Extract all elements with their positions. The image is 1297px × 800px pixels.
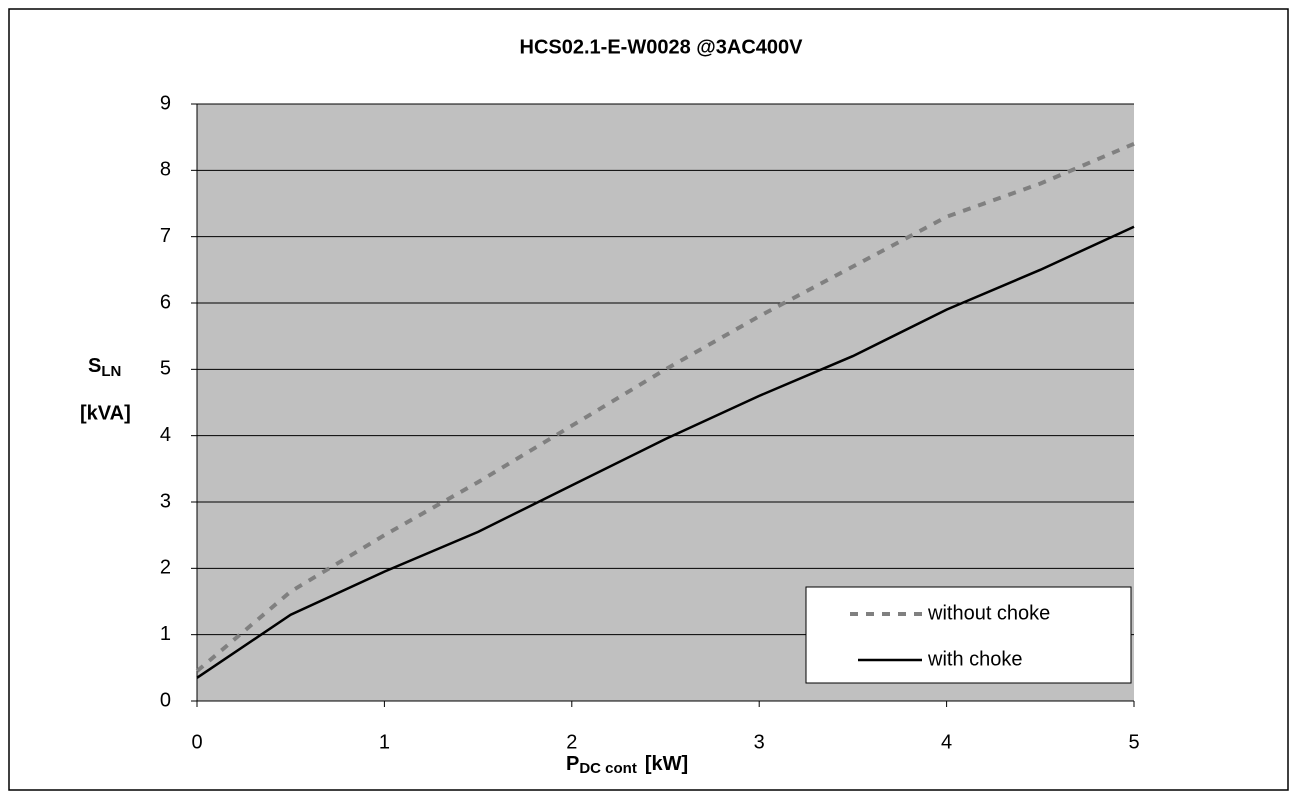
x-tick-label: 3 xyxy=(754,731,765,753)
legend-label: with choke xyxy=(927,648,1023,670)
x-tick-label: 4 xyxy=(941,731,952,753)
y-tick-label: 9 xyxy=(160,92,171,114)
y-tick-label: 2 xyxy=(160,557,171,579)
y-tick-label: 8 xyxy=(160,159,171,181)
y-tick-label: 4 xyxy=(160,424,171,446)
y-label-sub: LN xyxy=(101,363,121,380)
x-label-main: P xyxy=(566,753,579,775)
y-label-main: S xyxy=(88,355,101,377)
x-label-unit: [kW] xyxy=(645,753,688,775)
x-tick-label: 2 xyxy=(566,731,577,753)
y-label: SLN xyxy=(88,355,121,380)
legend xyxy=(805,586,1132,684)
legend-label: without choke xyxy=(927,602,1050,624)
y-tick-label: 1 xyxy=(160,623,171,645)
x-tick-label: 0 xyxy=(191,731,202,753)
chart-title: HCS02.1-E-W0028 @3AC400V xyxy=(520,36,804,58)
x-tick-label: 5 xyxy=(1128,731,1139,753)
series-line xyxy=(196,225,1135,679)
y-tick-label: 7 xyxy=(160,225,171,247)
x-label: PDC cont [kW] xyxy=(566,753,688,777)
series-line xyxy=(195,141,1135,673)
x-label-sub: DC cont xyxy=(579,760,637,777)
y-tick-label: 6 xyxy=(160,291,171,313)
y-label-unit: [kVA] xyxy=(80,402,131,424)
y-tick-label: 5 xyxy=(160,358,171,380)
y-tick-label: 3 xyxy=(160,490,171,512)
x-tick-label: 1 xyxy=(379,731,390,753)
y-tick-label: 0 xyxy=(160,689,171,711)
